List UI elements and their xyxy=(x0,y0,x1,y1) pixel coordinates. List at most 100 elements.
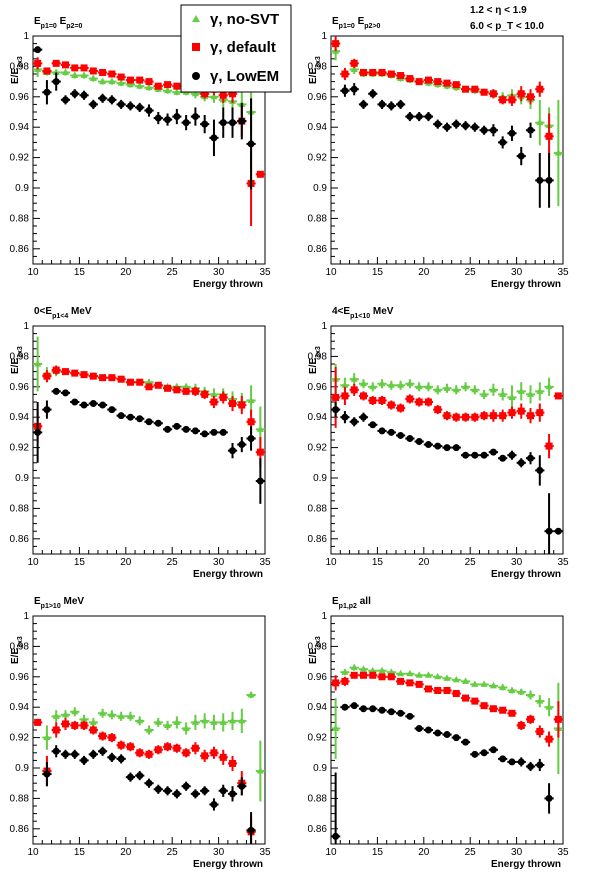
legend-marker-circle-icon xyxy=(192,72,200,80)
data-point-triangle xyxy=(424,671,432,678)
y-tick-label: 0.86 xyxy=(308,534,328,545)
data-point-circle xyxy=(489,746,497,754)
data-point-triangle xyxy=(415,671,423,678)
data-point-square xyxy=(136,749,144,757)
series-2 xyxy=(331,702,554,844)
data-point-triangle xyxy=(126,80,134,88)
y-tick-label: 0.94 xyxy=(10,412,30,423)
data-point-circle xyxy=(480,749,488,757)
data-point-square xyxy=(117,741,125,749)
data-point-triangle xyxy=(536,118,544,126)
data-point-circle xyxy=(489,126,497,134)
data-point-triangle xyxy=(332,724,340,731)
y-tick-label: 0.9 xyxy=(15,473,29,484)
data-point-square xyxy=(434,406,442,414)
data-point-triangle xyxy=(256,425,264,432)
data-point-triangle xyxy=(201,716,209,724)
data-point-circle xyxy=(201,787,209,795)
data-point-square xyxy=(443,412,451,420)
y-tick-label: 0.88 xyxy=(10,793,30,804)
data-point-triangle xyxy=(191,718,199,725)
data-point-circle xyxy=(536,176,544,184)
y-tick-label: 0.96 xyxy=(10,92,30,103)
data-point-square xyxy=(536,409,544,417)
data-point-circle xyxy=(80,401,88,409)
data-point-square xyxy=(471,85,479,93)
data-point-square xyxy=(43,67,51,75)
data-point-circle xyxy=(545,527,553,535)
x-tick-label: 10 xyxy=(325,847,337,858)
y-tick-label: 0.96 xyxy=(308,672,328,683)
data-point-triangle xyxy=(452,385,460,393)
x-tick-label: 15 xyxy=(372,267,384,278)
data-point-circle xyxy=(499,755,507,763)
data-point-square xyxy=(219,393,227,401)
data-point-square xyxy=(378,68,386,76)
data-point-triangle xyxy=(173,718,181,725)
data-point-circle xyxy=(536,761,544,769)
data-point-circle xyxy=(238,782,246,790)
data-point-circle xyxy=(341,87,349,95)
y-axis-label: E/E3x3 xyxy=(10,636,24,664)
data-point-square xyxy=(136,378,144,386)
y-tick-label: 0.92 xyxy=(10,443,30,454)
y-axis-label-text: E/E3x3 xyxy=(308,636,322,664)
data-point-triangle xyxy=(99,77,107,85)
y-tick-label: 0.88 xyxy=(10,503,30,514)
x-tick-label: 35 xyxy=(557,267,569,278)
data-point-triangle xyxy=(443,384,451,391)
y-tick-label: 0.94 xyxy=(308,122,328,133)
data-point-circle xyxy=(256,477,264,485)
data-point-circle xyxy=(99,94,107,102)
data-point-triangle xyxy=(499,683,507,690)
data-point-circle xyxy=(52,78,60,86)
data-point-circle xyxy=(517,758,525,766)
data-point-circle xyxy=(34,428,42,436)
data-point-triangle xyxy=(34,360,42,367)
x-tick-label: 30 xyxy=(213,557,225,568)
data-point-triangle xyxy=(452,675,460,683)
data-point-square xyxy=(536,85,544,93)
data-point-square xyxy=(332,393,340,401)
data-point-square xyxy=(424,76,432,84)
data-point-circle xyxy=(397,431,405,439)
data-point-square xyxy=(126,378,134,386)
data-point-circle xyxy=(164,787,172,795)
x-tick-label: 20 xyxy=(418,847,430,858)
data-point-triangle xyxy=(536,697,544,704)
data-point-square xyxy=(387,401,395,409)
data-point-circle xyxy=(387,102,395,110)
data-point-circle xyxy=(191,427,199,435)
data-point-circle xyxy=(554,527,562,535)
data-point-triangle xyxy=(164,721,172,728)
data-point-square xyxy=(154,746,162,754)
data-point-square xyxy=(369,671,377,679)
data-point-circle xyxy=(406,434,414,442)
data-point-square xyxy=(452,81,460,89)
data-point-triangle xyxy=(387,668,395,675)
data-point-square xyxy=(517,90,525,98)
data-point-circle xyxy=(117,412,125,420)
data-point-circle xyxy=(499,454,507,462)
data-point-triangle xyxy=(136,82,144,89)
data-point-circle xyxy=(89,750,97,758)
x-tick-label: 35 xyxy=(557,847,569,858)
data-point-circle xyxy=(369,705,377,713)
data-point-circle xyxy=(182,119,190,127)
y-tick-label: 0.88 xyxy=(308,793,328,804)
data-point-circle xyxy=(43,88,51,96)
data-point-square xyxy=(219,753,227,761)
panel-6: 10 15 20 25 30 35 0.86 0.88 0.9 0.92 0.94 0.96 0.98 1… xyxy=(308,596,569,870)
data-point-circle xyxy=(443,731,451,739)
panel-title: Ep1=0 Ep2>0 xyxy=(332,16,381,30)
data-point-square xyxy=(489,412,497,420)
data-point-square xyxy=(545,735,553,743)
data-point-circle xyxy=(108,753,116,761)
data-point-square xyxy=(136,76,144,84)
data-point-square xyxy=(201,390,209,398)
x-tick-label: 35 xyxy=(259,267,271,278)
data-point-circle xyxy=(71,750,79,758)
data-point-square xyxy=(471,413,479,421)
data-point-circle xyxy=(452,120,460,128)
